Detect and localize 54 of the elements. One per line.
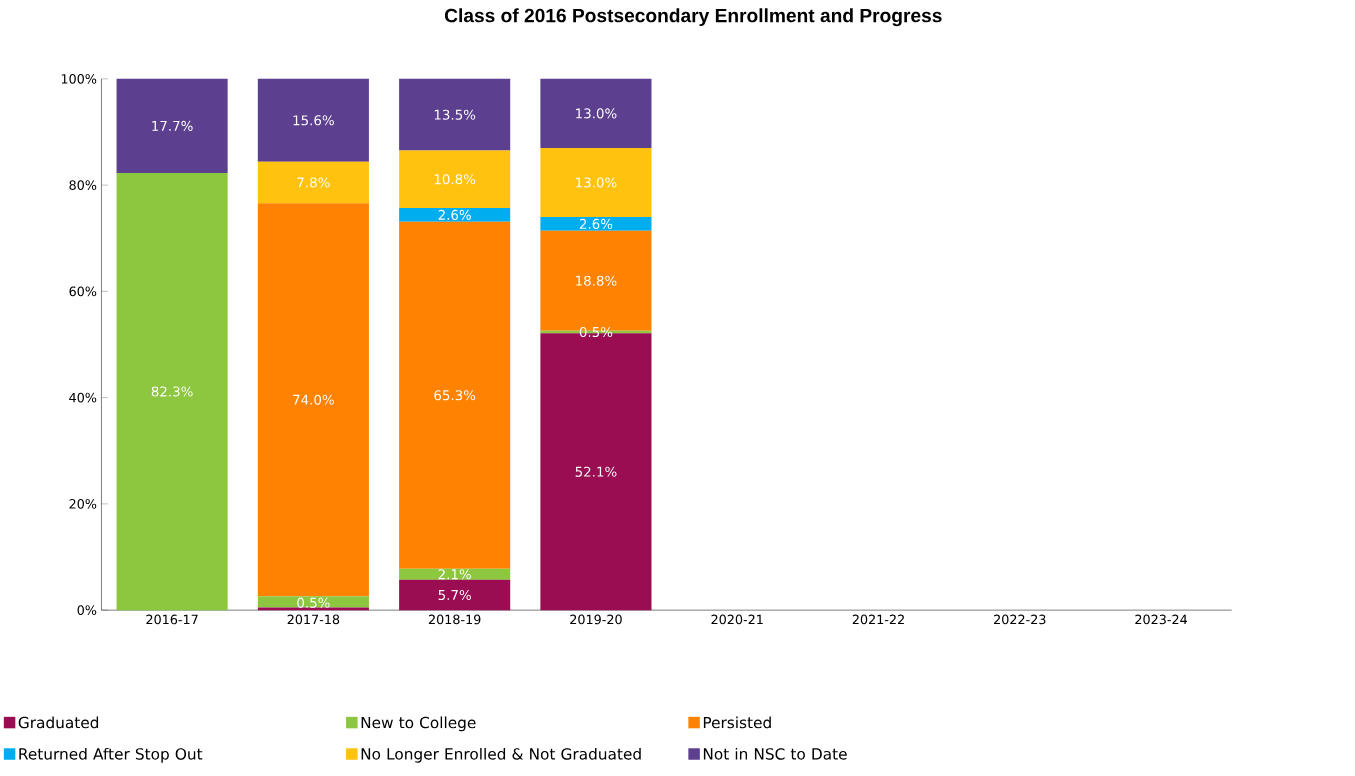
bar [540, 217, 652, 231]
bar [399, 579, 511, 611]
bar [540, 148, 652, 218]
data-label: 2.1% [438, 569, 471, 580]
bar [399, 221, 511, 569]
chart-title: Class of 2016 Postsecondary Enrollment and Progress [444, 8, 942, 27]
bar [257, 596, 369, 608]
data-label: 18.8% [576, 275, 617, 286]
data-label: 17.7% [152, 120, 193, 132]
x-tick-label: 2020-21 [711, 614, 763, 625]
x-tick-label: 2018-19 [428, 614, 481, 625]
bar [257, 161, 369, 204]
x-tick-label: 2019-20 [570, 614, 622, 625]
data-label: 2.6% [579, 218, 613, 230]
x-tick-label: 2023-24 [1135, 614, 1188, 625]
y-tick-label: 20% [69, 499, 97, 509]
bar [257, 607, 369, 611]
bar [257, 78, 369, 162]
data-label: 2.6% [438, 209, 471, 220]
data-label: 13.0% [576, 108, 617, 119]
legend-label: Returned After Stop Out [19, 747, 203, 763]
legend-label: Persisted [703, 716, 771, 729]
legend-label: Graduated [18, 716, 99, 729]
bar [540, 78, 652, 148]
y-tick-label: 80% [69, 180, 97, 191]
bar [399, 150, 511, 209]
data-label: 0.5% [297, 597, 330, 608]
data-label: 74.0% [293, 394, 334, 405]
bar [116, 172, 228, 611]
data-label: 15.6% [293, 115, 334, 126]
data-label: 10.8% [434, 174, 476, 185]
bar [116, 78, 228, 173]
data-label: 13.0% [576, 177, 617, 188]
y-tick-label: 0% [77, 605, 97, 616]
data-label: 5.7% [438, 589, 471, 601]
data-label: 7.8% [297, 177, 330, 188]
legend-label: New to College [361, 716, 476, 732]
bar [399, 78, 511, 151]
x-tick-label: 2016-17 [146, 614, 198, 625]
data-label: 65.3% [434, 390, 476, 401]
data-label: 13.5% [434, 109, 476, 120]
legend-label: No Longer Enrolled & Not Graduated [361, 747, 641, 763]
x-tick-label: 2017-18 [287, 614, 340, 625]
y-tick-label: 100% [61, 74, 97, 84]
data-label: 82.3% [151, 386, 193, 397]
legend-label: Not in NSC to Date [703, 747, 847, 760]
bar [257, 203, 369, 597]
x-tick-label: 2021-22 [852, 614, 904, 625]
data-label: 52.1% [575, 466, 617, 477]
y-tick-label: 40% [69, 392, 97, 403]
x-tick-label: 2022-23 [994, 614, 1046, 625]
bar [399, 208, 511, 222]
bar [399, 568, 511, 580]
y-tick-label: 60% [69, 286, 97, 297]
